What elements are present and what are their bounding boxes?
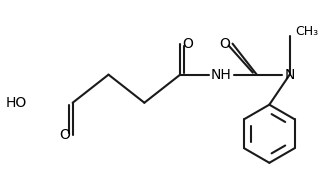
Text: HO: HO [6, 96, 27, 110]
Text: O: O [183, 37, 193, 51]
Text: N: N [284, 68, 295, 82]
Text: CH₃: CH₃ [296, 25, 319, 38]
Text: O: O [219, 37, 230, 51]
Text: O: O [59, 128, 70, 142]
Text: NH: NH [211, 68, 231, 82]
